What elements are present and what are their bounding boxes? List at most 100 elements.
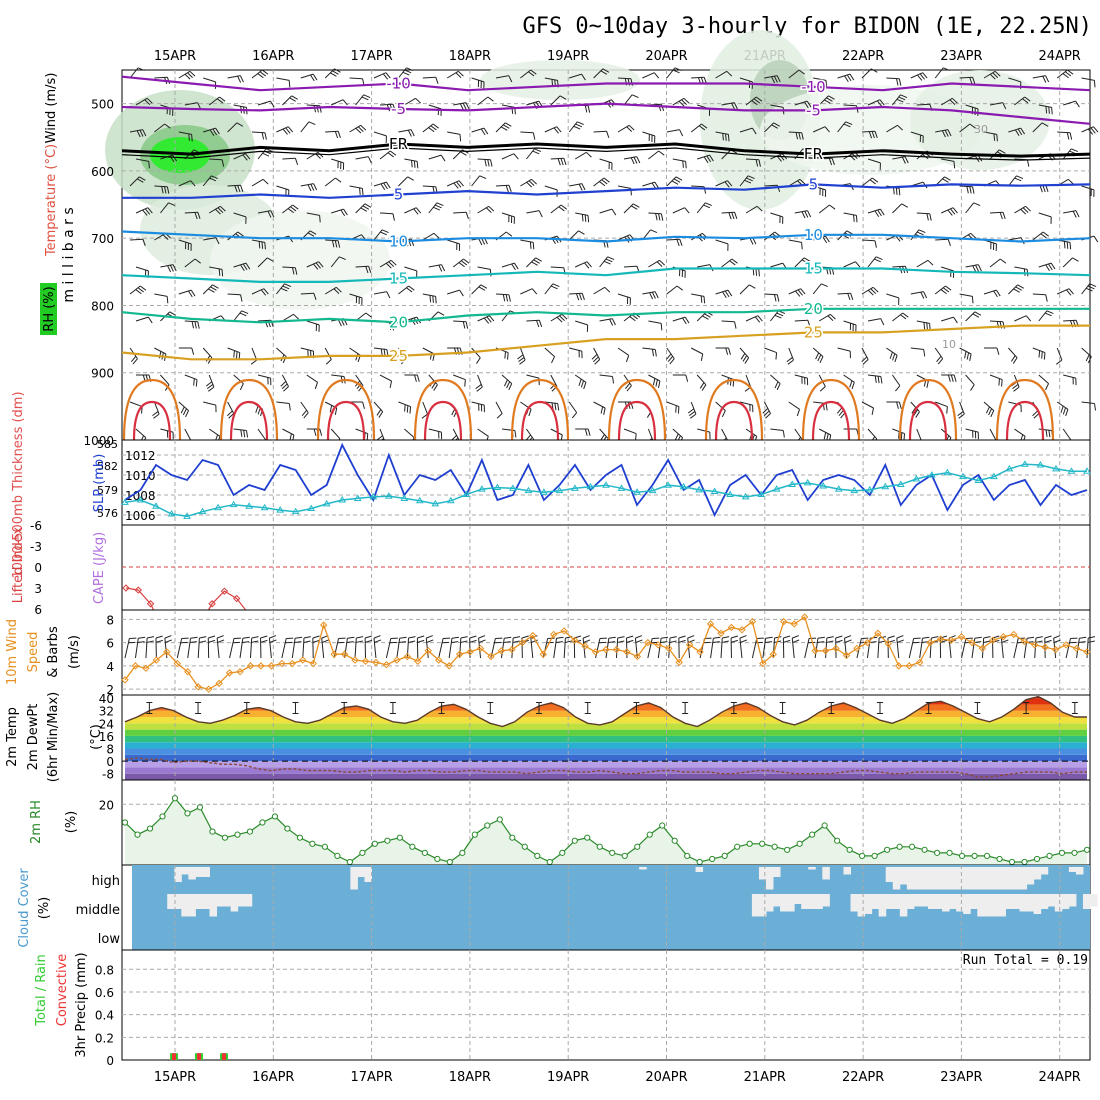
wind-barb <box>178 180 191 187</box>
wind-barb <box>1038 310 1048 322</box>
rh-point <box>659 822 666 829</box>
min-max-marker <box>292 701 299 714</box>
wind-barb-flag <box>957 411 964 417</box>
wind-speed-point <box>675 658 683 667</box>
wind-barb-flag <box>139 285 147 291</box>
cloud-cell <box>1054 894 1063 912</box>
thickness-point <box>1067 467 1076 474</box>
wind-speed-point <box>706 620 715 628</box>
wind-barb-flag <box>709 154 714 162</box>
wind-barb <box>770 212 783 218</box>
wind-barb-flag <box>807 320 811 328</box>
wind-barb-flag <box>755 268 758 276</box>
wind-barb-flag <box>739 635 747 639</box>
wind-barb-flag <box>556 126 562 133</box>
wind-barb <box>398 285 409 295</box>
wind-barb-flag <box>895 235 901 242</box>
wind-barb-flag <box>725 347 729 355</box>
wind-barb <box>593 68 604 79</box>
cloud-cell <box>970 894 978 909</box>
rh-point <box>484 822 491 829</box>
wind-barb <box>477 374 483 388</box>
rh-point <box>396 834 403 841</box>
wind-barb-flag <box>903 433 906 441</box>
wind-barb-flag <box>583 639 591 643</box>
rh-point <box>771 843 778 850</box>
wind-barb-flag <box>401 358 407 365</box>
wind-barb <box>861 68 872 79</box>
wind-barb-flag <box>635 433 637 441</box>
wind-speed-point <box>246 662 255 670</box>
wind-barb <box>276 401 290 405</box>
wind-barb-flag <box>315 262 321 269</box>
wind-barb-flag <box>215 237 220 245</box>
wind-barb <box>1081 77 1095 81</box>
wind-barb-flag <box>728 212 732 220</box>
wind-barb <box>668 638 671 659</box>
wind-barb-flag <box>1050 262 1056 270</box>
wind-barb-flag <box>936 355 942 363</box>
wind-barb <box>203 401 216 406</box>
wind-barb <box>428 154 442 160</box>
wind-barb-flag <box>560 158 564 166</box>
wind-barb-flag <box>307 184 312 192</box>
wind-barb <box>1062 428 1072 440</box>
wind-speed-point <box>445 662 453 670</box>
wind-barb-flag <box>699 382 705 389</box>
wind-barb-flag <box>218 268 221 276</box>
wind-barb-flag <box>404 404 406 412</box>
wind-barb-flag <box>282 128 288 135</box>
wind-barb <box>396 638 401 659</box>
wind-barb-flag <box>146 97 153 104</box>
wind-barb <box>837 73 851 79</box>
wind-barb <box>355 428 368 435</box>
wind-barb-flag <box>703 204 711 209</box>
wind-barb <box>202 175 212 187</box>
top-date-label: 17APR <box>350 49 392 64</box>
wind-barb-flag <box>137 641 145 644</box>
wind-barb-flag <box>1025 315 1032 322</box>
rh-point <box>371 840 378 847</box>
wind-barb-flag <box>828 95 835 100</box>
wind-barb-flag <box>966 352 970 360</box>
wind-barb <box>526 148 535 160</box>
wind-barb-flag <box>308 121 316 126</box>
wind-barb-flag <box>674 433 679 441</box>
cloud-cell <box>850 894 859 912</box>
wind-barb-flag <box>698 125 706 131</box>
wind-barb-flag <box>755 96 763 102</box>
wind-barb-flag <box>155 635 163 639</box>
wind-barb <box>867 158 881 164</box>
wind-barb <box>813 185 826 191</box>
wind-barb-flag <box>269 100 275 108</box>
wind-barb <box>634 638 638 659</box>
wind-barb-flag <box>635 639 643 643</box>
wind-barb <box>563 638 566 659</box>
wind-barb-flag <box>502 124 510 129</box>
wind-speed-point <box>685 641 694 649</box>
wind-barb <box>989 258 1001 268</box>
wind-barb-flag <box>147 636 155 639</box>
wind-barb-flag <box>631 94 639 99</box>
wind-barb-flag <box>233 350 235 358</box>
wind-barb <box>916 320 930 324</box>
wind-barb <box>406 638 410 659</box>
wind-barb <box>935 238 949 241</box>
wind-barb <box>511 638 514 659</box>
isotherm-line <box>121 307 1090 324</box>
wind-barb-flag <box>946 406 948 414</box>
wind-barb-flag <box>850 293 854 301</box>
wind-barb <box>916 428 922 442</box>
wind-barb-flag <box>797 289 803 296</box>
rh2m-axis-label: 2m RH <box>29 800 44 844</box>
wind-barb <box>550 157 564 160</box>
wind-barb <box>447 131 461 135</box>
wind-barb <box>892 265 906 268</box>
wind-barb-flag <box>654 349 657 357</box>
wind-barb <box>691 185 705 188</box>
wind-barb <box>257 210 271 214</box>
wind-barb-flag <box>626 639 634 643</box>
rh-point <box>596 843 603 850</box>
wind-barb <box>520 178 532 187</box>
wind-speed-point <box>131 662 140 670</box>
